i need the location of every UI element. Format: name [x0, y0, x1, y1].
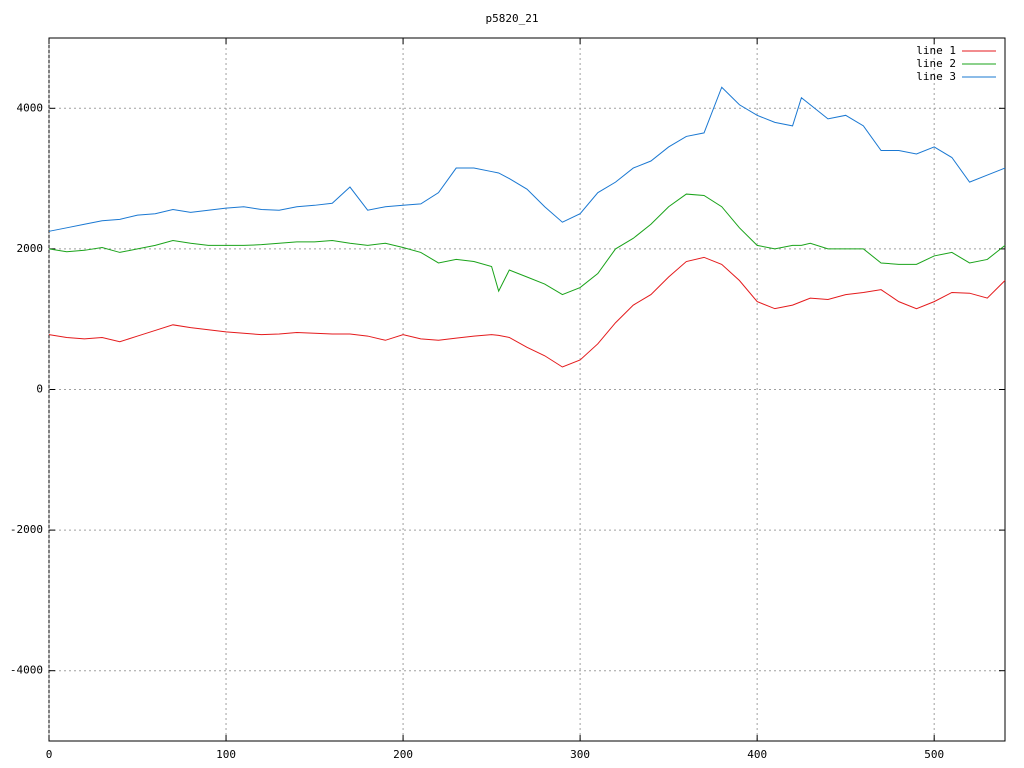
x-tick-label: 500 [924, 748, 944, 761]
x-tick-label: 400 [747, 748, 767, 761]
y-tick-label: -4000 [10, 664, 43, 677]
data-line [48, 86, 1006, 232]
y-tick-label: 0 [36, 383, 43, 396]
y-tick-label: 4000 [17, 101, 44, 114]
chart-title: p5820_21 [486, 12, 539, 25]
x-tick-label: 100 [216, 748, 236, 761]
legend-label: line 3 [916, 70, 956, 83]
x-tick-label: 0 [46, 748, 53, 761]
x-tick-label: 300 [570, 748, 590, 761]
data-line [48, 193, 1006, 296]
data-line [48, 256, 1006, 368]
y-tick-label: 2000 [17, 242, 44, 255]
legend-label: line 2 [916, 57, 956, 70]
plot-frame [48, 37, 1006, 742]
y-tick-label: -2000 [10, 523, 43, 536]
x-tick-label: 200 [393, 748, 413, 761]
legend-label: line 1 [916, 44, 956, 57]
